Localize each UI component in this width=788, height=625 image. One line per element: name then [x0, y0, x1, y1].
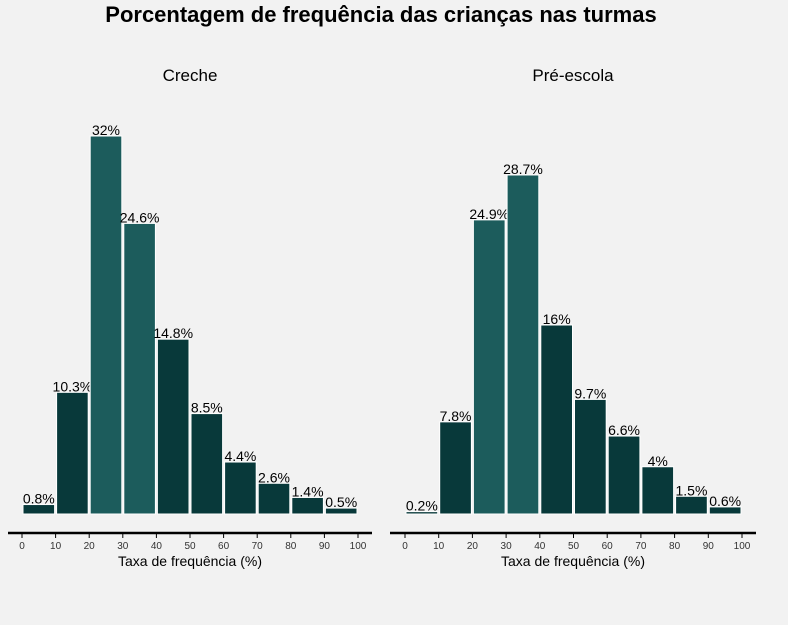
- data-label: 1.4%: [292, 483, 324, 499]
- bar-70-80: [641, 466, 675, 515]
- x-tick-label: 70: [635, 541, 647, 552]
- bar-0-10: [405, 511, 439, 515]
- bar-30-40: [506, 174, 540, 515]
- x-tick-label: 20: [84, 541, 96, 552]
- panel-title: Pré-escola: [532, 66, 614, 85]
- data-label: 0.8%: [23, 491, 55, 507]
- bar-20-30: [472, 219, 506, 515]
- x-tick-label: 10: [50, 541, 62, 552]
- x-tick-label: 90: [703, 541, 715, 552]
- bar-10-20: [439, 421, 472, 515]
- x-tick-label: 0: [402, 541, 408, 552]
- data-label: 14.8%: [153, 325, 193, 341]
- bar-0-10: [22, 504, 56, 515]
- x-tick-label: 40: [534, 541, 546, 552]
- data-label: 24.6%: [120, 209, 160, 225]
- data-label: 9.7%: [574, 385, 606, 401]
- bar-60-70: [607, 435, 641, 515]
- x-axis-title: Taxa de frequência (%): [118, 553, 262, 569]
- bar-40-50: [156, 338, 190, 515]
- bar-70-80: [257, 482, 291, 515]
- x-tick-label: 10: [433, 541, 445, 552]
- bar-20-30: [89, 135, 123, 515]
- x-tick-label: 90: [319, 541, 331, 552]
- data-label: 10.3%: [53, 378, 93, 394]
- panel-1: Creche 0.8% 10.3% 32% 24.6% 14.8% 8.5% 4.4%2.6%…: [8, 66, 372, 569]
- data-label: 28.7%: [503, 161, 543, 177]
- x-tick-label: 40: [151, 541, 163, 552]
- bar-50-60: [574, 398, 607, 515]
- bar-50-60: [190, 413, 224, 515]
- bar-40-50: [540, 324, 573, 515]
- x-tick-label: 30: [501, 541, 513, 552]
- x-tick-label: 0: [19, 541, 25, 552]
- x-tick-label: 20: [467, 541, 479, 552]
- data-label: 4.4%: [224, 448, 256, 464]
- data-label: 0.5%: [325, 494, 357, 510]
- x-tick-label: 50: [568, 541, 580, 552]
- panel-2: Pré-escola 0.2% 7.8% 24.9% 28.7% 16% 9.7% 6.6% 4…: [390, 66, 756, 569]
- data-label: 6.6%: [608, 422, 640, 438]
- data-label: 0.6%: [709, 493, 741, 509]
- x-tick-label: 80: [669, 541, 681, 552]
- bar-30-40: [123, 222, 156, 515]
- bar-10-20: [56, 391, 89, 515]
- bar-90-100: [708, 506, 742, 515]
- data-label: 0.2%: [406, 498, 438, 514]
- x-tick-label: 80: [285, 541, 297, 552]
- x-tick-label: 30: [117, 541, 129, 552]
- chart-title: Porcentagem de frequência das crianças n…: [105, 2, 656, 27]
- panel-title: Creche: [163, 66, 218, 85]
- data-label: 32%: [92, 122, 120, 138]
- bar-60-70: [224, 461, 257, 515]
- x-tick-label: 60: [602, 541, 614, 552]
- data-label: 2.6%: [258, 469, 290, 485]
- data-label: 7.8%: [440, 408, 472, 424]
- data-label: 4%: [648, 453, 668, 469]
- data-label: 8.5%: [191, 400, 223, 416]
- x-tick-label: 60: [218, 541, 230, 552]
- x-tick-label: 100: [350, 541, 367, 552]
- bar-80-90: [675, 495, 708, 515]
- data-label: 16%: [543, 311, 571, 327]
- x-tick-label: 70: [252, 541, 264, 552]
- x-axis-title: Taxa de frequência (%): [501, 553, 645, 569]
- bar-80-90: [291, 496, 324, 515]
- data-label: 24.9%: [469, 206, 509, 222]
- data-label: 1.5%: [675, 482, 707, 498]
- x-tick-label: 50: [184, 541, 196, 552]
- x-tick-label: 100: [734, 541, 751, 552]
- bar-90-100: [324, 507, 358, 515]
